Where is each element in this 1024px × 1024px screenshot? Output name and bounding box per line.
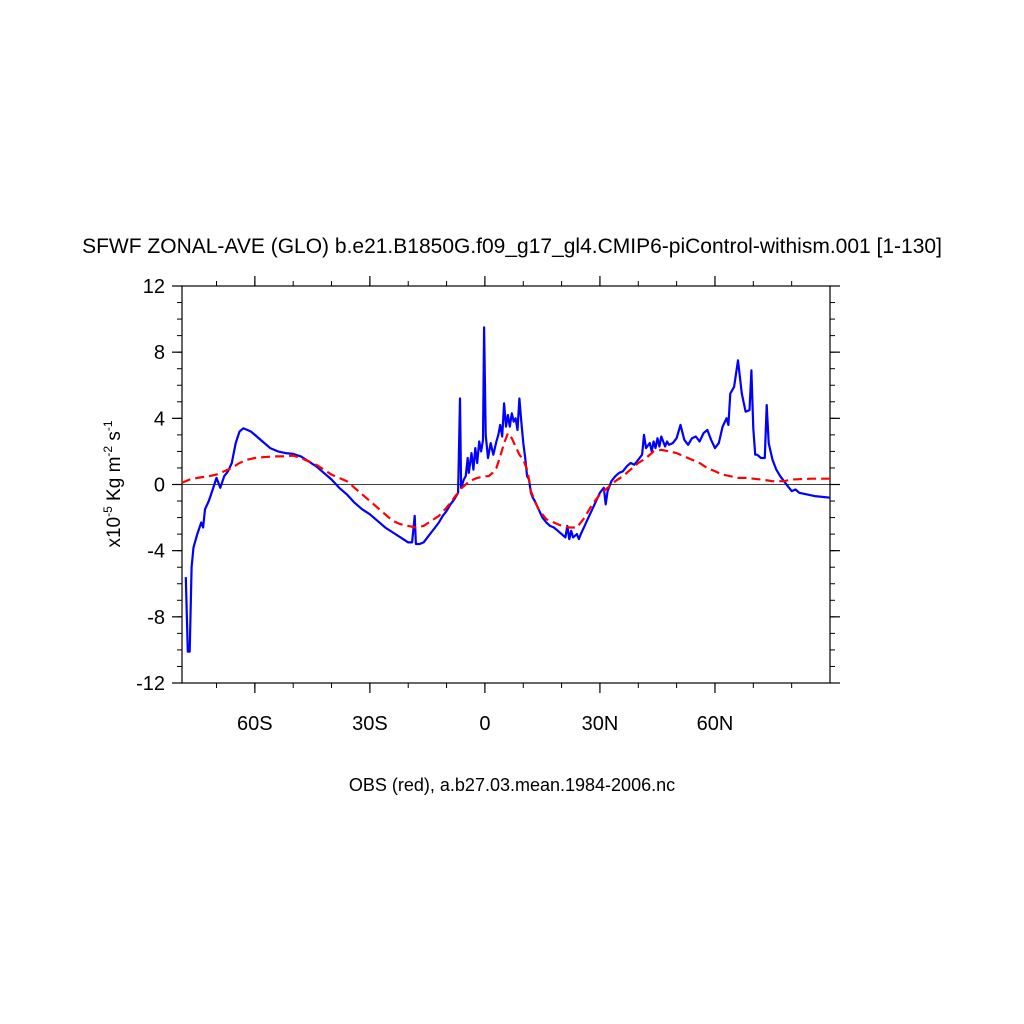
- y-tick-label: -8: [147, 607, 165, 629]
- y-label-prefix: x10: [104, 517, 125, 548]
- chart-title: SFWF ZONAL-AVE (GLO) b.e21.B1850G.f09_g1…: [82, 235, 942, 258]
- y-label-mid: Kg m: [104, 457, 125, 507]
- y-tick-label: -12: [136, 673, 165, 695]
- x-tick-label: 30N: [582, 713, 619, 735]
- y-tick-label: 12: [143, 276, 165, 298]
- x-tick-label: 0: [479, 713, 490, 735]
- model-series-line: [184, 326, 831, 653]
- chart-caption: OBS (red), a.b27.03.mean.1984-2006.nc: [349, 775, 675, 795]
- y-axis-label: x10-5 Kg m-2 s-1: [101, 420, 125, 547]
- x-axis: 60S 30S 0 30N 60N: [237, 276, 733, 735]
- obs-series-line: [181, 432, 830, 529]
- y-tick-label: 0: [154, 475, 165, 497]
- y-tick-label: -4: [147, 541, 165, 563]
- y-tick-label: 4: [154, 408, 165, 430]
- y-tick-label: 8: [154, 342, 165, 364]
- x-tick-label: 60S: [237, 713, 273, 735]
- x-tick-label: 30S: [352, 713, 388, 735]
- y-label-exp3: -1: [101, 420, 115, 431]
- x-tick-label: 60N: [697, 713, 734, 735]
- series-group: [181, 326, 831, 653]
- y-label-exp1: -5: [101, 506, 115, 517]
- y-label-mid2: s: [104, 431, 125, 446]
- y-label-exp2: -2: [101, 446, 115, 457]
- plot-area: 12 8 4 0 -4 -8 -12 60S 30S 0 30N 60N: [136, 276, 840, 735]
- y-axis: 12 8 4 0 -4 -8 -12: [136, 276, 840, 695]
